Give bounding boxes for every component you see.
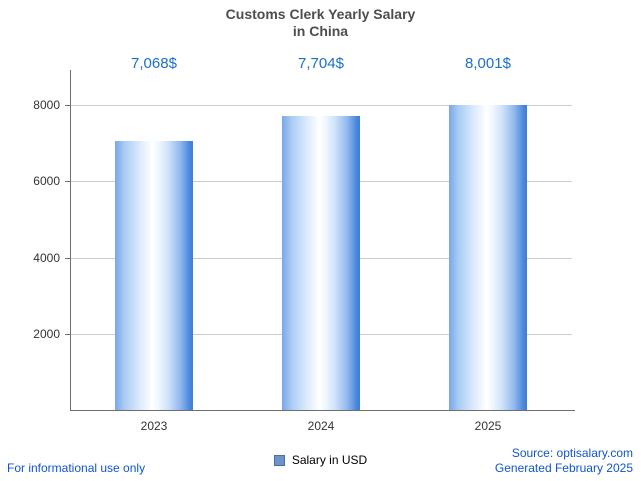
chart-title-line2: in China: [292, 23, 349, 39]
y-axis-label-8000: 8000: [33, 98, 60, 112]
legend-label: Salary in USD: [291, 453, 368, 467]
bar-value-label-2023: 7,068$: [131, 55, 177, 72]
footer-source-block: Source: optisalary.com Generated Februar…: [495, 446, 633, 476]
chart-title: Customs Clerk Yearly Salary in China: [0, 6, 641, 40]
y-axis-tick-6000: [65, 181, 70, 182]
footer-disclaimer: For informational use only: [7, 461, 146, 475]
bar-value-label-2025: 8,001$: [465, 55, 511, 72]
y-axis-tick-2000: [65, 334, 70, 335]
bar-2023: [115, 141, 193, 410]
y-axis-tick-4000: [65, 258, 70, 259]
gridline-8000: [70, 105, 572, 106]
x-axis-line: [70, 410, 575, 411]
bar-2025: [449, 105, 527, 410]
x-axis-label-2024: 2024: [307, 419, 335, 433]
y-axis-tick-8000: [65, 105, 70, 106]
source-link[interactable]: Source: optisalary.com: [511, 446, 633, 460]
y-axis-label-4000: 4000: [33, 251, 60, 265]
y-axis-line: [70, 70, 71, 411]
x-axis-label-2023: 2023: [140, 419, 168, 433]
legend-marker-icon: [273, 454, 285, 466]
y-axis-label-6000: 6000: [33, 174, 60, 188]
chart-title-line1: Customs Clerk Yearly Salary: [225, 6, 416, 22]
bar-2024: [282, 116, 360, 410]
legend: Salary in USD: [0, 453, 641, 467]
generated-date: Generated February 2025: [494, 461, 633, 475]
y-axis-label-2000: 2000: [33, 327, 60, 341]
bar-value-label-2024: 7,704$: [298, 55, 344, 72]
x-axis-label-2025: 2025: [474, 419, 502, 433]
